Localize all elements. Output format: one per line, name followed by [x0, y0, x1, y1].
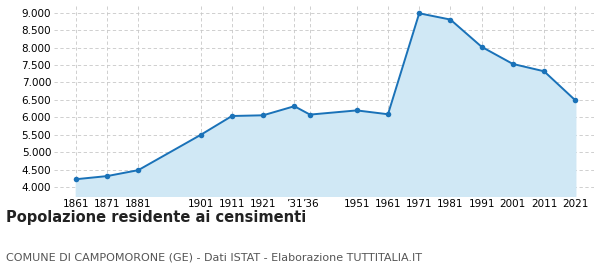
Text: Popolazione residente ai censimenti: Popolazione residente ai censimenti [6, 210, 306, 225]
Point [477, 45, 487, 49]
Point [383, 112, 393, 116]
Point [71, 177, 80, 181]
Text: COMUNE DI CAMPOMORONE (GE) - Dati ISTAT - Elaborazione TUTTITALIA.IT: COMUNE DI CAMPOMORONE (GE) - Dati ISTAT … [6, 252, 422, 262]
Point [305, 112, 315, 117]
Point [196, 133, 206, 137]
Point [539, 69, 549, 74]
Point [290, 104, 299, 108]
Point [508, 62, 518, 66]
Point [571, 98, 580, 102]
Point [227, 114, 237, 118]
Point [352, 108, 362, 113]
Point [446, 17, 455, 22]
Point [133, 168, 143, 172]
Point [102, 174, 112, 178]
Point [259, 113, 268, 118]
Point [415, 11, 424, 15]
